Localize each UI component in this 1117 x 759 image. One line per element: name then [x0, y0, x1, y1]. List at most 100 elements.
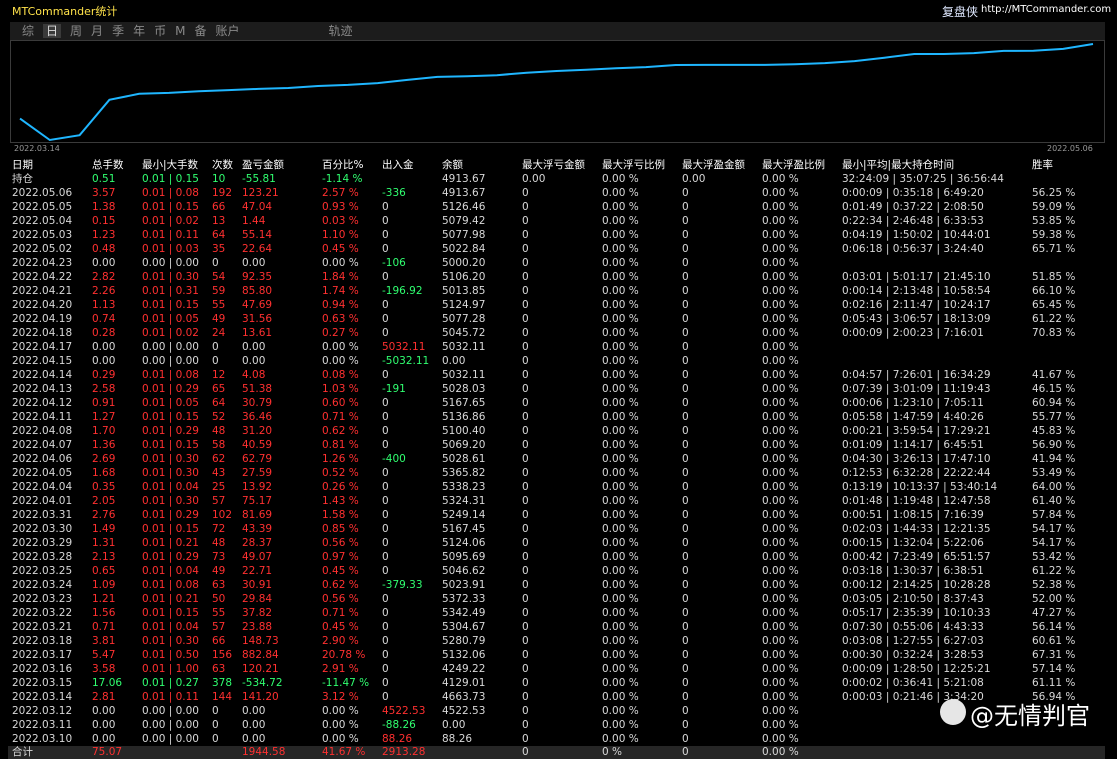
- row-label: 2022.04.05: [12, 467, 73, 479]
- cell: -11.47 %: [322, 677, 370, 689]
- column-header: 日期: [12, 159, 33, 171]
- cell: 0.00 %: [762, 313, 799, 325]
- cell: 54.17 %: [1032, 523, 1076, 535]
- cell: 5046.62: [442, 565, 486, 577]
- cell: 0.00 %: [602, 733, 639, 745]
- cell: 0.00 %: [762, 327, 799, 339]
- cell: 0.00 %: [602, 229, 639, 241]
- cell: 52.00 %: [1032, 593, 1076, 605]
- cell: 0: [682, 341, 689, 353]
- cell: 0.00 %: [602, 285, 639, 297]
- cell: 5338.23: [442, 481, 486, 493]
- cell: 55: [212, 607, 226, 619]
- tab[interactable]: 备: [194, 24, 207, 38]
- tab[interactable]: 年: [133, 24, 146, 38]
- cell: 0.00: [242, 705, 266, 717]
- cell: 0: [682, 285, 689, 297]
- cell: 27.59: [242, 467, 273, 479]
- cell: 4522.53: [442, 705, 486, 717]
- cell: 3.12 %: [322, 691, 359, 703]
- cell: 0: [682, 243, 689, 255]
- cell: 5342.49: [442, 607, 486, 619]
- cell: 0.00 %: [602, 173, 639, 185]
- cell: 0.91: [92, 397, 116, 409]
- cell: 0.00 %: [602, 453, 639, 465]
- cell: 0: [382, 607, 389, 619]
- tab[interactable]: 周: [70, 24, 83, 38]
- cell: 2.05: [92, 495, 116, 507]
- cell: 0: [682, 551, 689, 563]
- brand[interactable]: 复盘侠: [942, 5, 979, 19]
- tab[interactable]: 轨迹: [328, 24, 353, 38]
- cell: 1.36: [92, 439, 116, 451]
- cell: 0: [522, 495, 529, 507]
- cell: 0.00 %: [602, 565, 639, 577]
- cell: 0.63 %: [322, 313, 359, 325]
- cell: 0.00 %: [602, 327, 639, 339]
- tab[interactable]: 季: [112, 24, 125, 38]
- cell: 378: [212, 677, 233, 689]
- cell: 0.01 | 0.03: [142, 243, 199, 255]
- cell: 0.00 %: [322, 257, 359, 269]
- row-label: 2022.03.31: [12, 509, 73, 521]
- cell: 5023.91: [442, 579, 486, 591]
- cell: 52.38 %: [1032, 579, 1076, 591]
- cell: 65: [212, 383, 226, 395]
- cell: 0: [522, 271, 529, 283]
- cell: 5077.98: [442, 229, 486, 241]
- cell: 56.25 %: [1032, 187, 1076, 199]
- cell: 0: [382, 537, 389, 549]
- cell: 51.85 %: [1032, 271, 1076, 283]
- cell: 0.01 | 0.30: [142, 495, 199, 507]
- cell: 0.00 %: [602, 467, 639, 479]
- cell: 0.00 %: [762, 383, 799, 395]
- cell: 0: [522, 215, 529, 227]
- column-header: 最大浮亏金额: [522, 159, 585, 171]
- cell: 0.01 | 0.29: [142, 425, 199, 437]
- cell: 0.00 %: [762, 537, 799, 549]
- cell: 120.21: [242, 663, 279, 675]
- cell: 0: [682, 187, 689, 199]
- cell: 60.94 %: [1032, 397, 1076, 409]
- cell: 0: [682, 495, 689, 507]
- cell: 1.68: [92, 467, 116, 479]
- cell: 0:05:17 | 2:35:39 | 10:10:33: [842, 607, 991, 619]
- cell: 0.01 | 0.04: [142, 481, 199, 493]
- cell: 0.45 %: [322, 243, 359, 255]
- tab[interactable]: 综: [22, 24, 35, 38]
- cell: 10: [212, 173, 226, 185]
- cell: 0: [522, 285, 529, 297]
- cell: 5167.65: [442, 397, 486, 409]
- row-label: 2022.03.30: [12, 523, 73, 535]
- cell: 0.00 %: [762, 551, 799, 563]
- tab[interactable]: 日: [43, 24, 62, 38]
- cell: 0.94 %: [322, 299, 359, 311]
- cell: 0.00 %: [762, 299, 799, 311]
- tab[interactable]: M: [175, 24, 186, 38]
- url[interactable]: http://MTCommander.com: [981, 4, 1112, 15]
- cell: 0: [382, 243, 389, 255]
- tab[interactable]: 币: [154, 24, 167, 38]
- row-label: 2022.03.25: [12, 565, 73, 577]
- tab[interactable]: 账户: [215, 24, 240, 38]
- cell: 0.01 | 0.05: [142, 313, 199, 325]
- cell: 0.00 %: [762, 663, 799, 675]
- cell: 0:03:01 | 5:01:17 | 21:45:10: [842, 271, 991, 283]
- cell: -534.72: [242, 677, 283, 689]
- column-header: 余额: [442, 159, 463, 171]
- cell: 0: [682, 705, 689, 717]
- cell: 1.09: [92, 579, 116, 591]
- cell: 2.82: [92, 271, 116, 283]
- cell: 0: [522, 397, 529, 409]
- cell: 64: [212, 229, 226, 241]
- cell: 0: [682, 397, 689, 409]
- tab[interactable]: 月: [91, 24, 104, 38]
- cell: 5077.28: [442, 313, 486, 325]
- cell: 0: [682, 691, 689, 703]
- cell: 0: [522, 299, 529, 311]
- cell: 0.01 | 0.27: [142, 677, 199, 689]
- cell: 0.00: [92, 355, 116, 367]
- cell: 75.07: [92, 746, 123, 758]
- cell: 57.14 %: [1032, 663, 1076, 675]
- row-label: 2022.04.12: [12, 397, 73, 409]
